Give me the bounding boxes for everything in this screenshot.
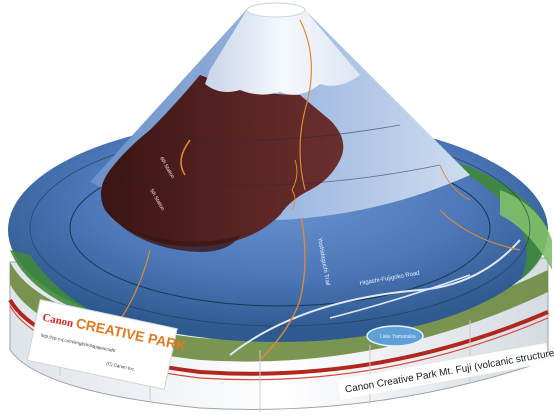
logo-tagline: (C) Canon Inc. (106, 361, 136, 372)
volcano-cone: 5th Station 6th Station (90, 2, 471, 252)
canon-creative-park-logo: Canon CREATIVE PARK http://cp.c-ij.com/e… (26, 299, 188, 390)
lake-label: Lake Yamanaka (380, 334, 416, 340)
lake-shape (366, 325, 424, 347)
